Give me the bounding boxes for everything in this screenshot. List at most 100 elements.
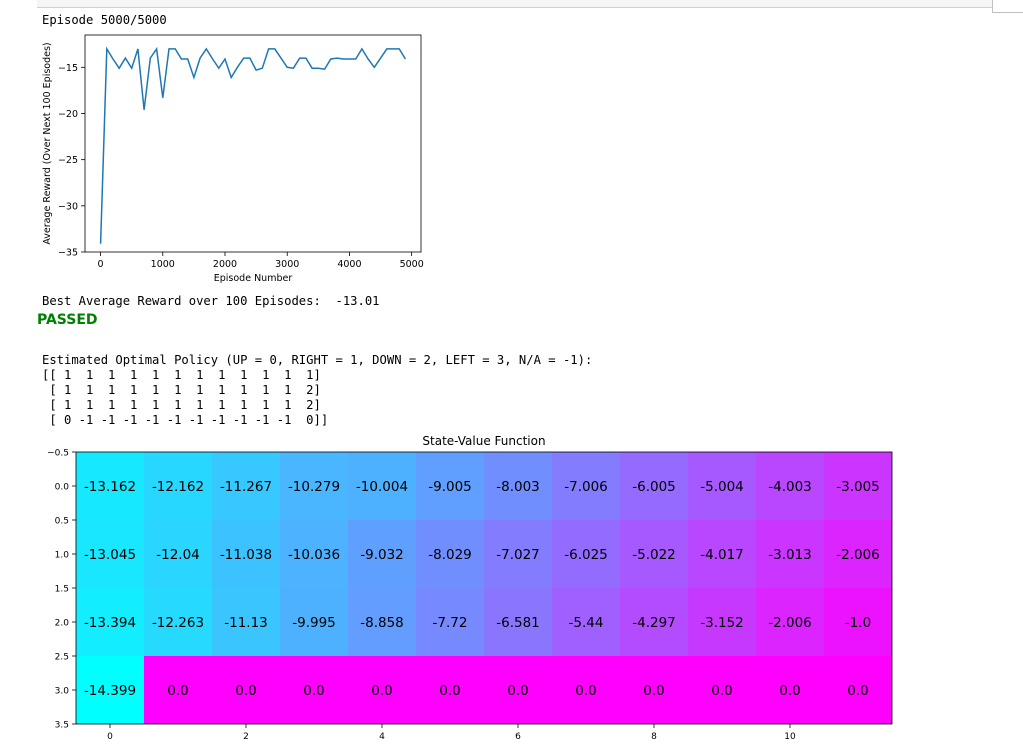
cell-value-label: 0.0 xyxy=(711,683,732,699)
cell-value-label: 0.0 xyxy=(575,683,596,699)
heatmap-cell xyxy=(620,656,688,724)
heatmap-cell xyxy=(824,452,892,520)
cell-value-label: 0.0 xyxy=(507,683,528,699)
cell-value-label: -8.858 xyxy=(360,615,404,631)
cell-value-label: -9.005 xyxy=(428,479,472,495)
policy-row: [ 0 -1 -1 -1 -1 -1 -1 -1 -1 -1 -1 0]] xyxy=(42,413,329,427)
heatmap-cell xyxy=(212,520,280,588)
heatmap-cell xyxy=(76,452,144,520)
y-tick-label: −15 xyxy=(58,63,78,74)
heatmap-cell xyxy=(212,452,280,520)
x-tick-label: 2000 xyxy=(213,259,237,270)
episode-progress-text: Episode 5000/5000 xyxy=(42,13,167,27)
cell-value-label: 0.0 xyxy=(303,683,324,699)
toolbar-corner xyxy=(992,0,1023,13)
cell-value-label: -5.022 xyxy=(632,547,676,563)
cell-value-label: -5.004 xyxy=(700,479,744,495)
cell-value-label: 0.0 xyxy=(371,683,392,699)
cell-value-label: -7.72 xyxy=(433,615,468,631)
cell-value-label: 0.0 xyxy=(235,683,256,699)
heatmap-cell xyxy=(688,520,756,588)
heatmap-cell xyxy=(144,520,212,588)
previous-cell-edge xyxy=(37,0,1023,8)
heatmap-cell xyxy=(484,452,552,520)
policy-header: Estimated Optimal Policy (UP = 0, RIGHT … xyxy=(42,353,593,367)
x-tick-label: 8 xyxy=(651,732,657,742)
x-axis-label: Episode Number xyxy=(214,273,293,284)
cell-value-label: -1.0 xyxy=(845,615,871,631)
cell-value-label: -3.005 xyxy=(836,479,880,495)
policy-row: [[ 1 1 1 1 1 1 1 1 1 1 1 1] xyxy=(42,368,321,382)
heatmap-cell xyxy=(824,656,892,724)
heatmap-cell xyxy=(484,656,552,724)
cell-value-label: -14.399 xyxy=(84,683,136,699)
heatmap-cell xyxy=(280,520,348,588)
heatmap-cell xyxy=(416,520,484,588)
cell-value-label: -11.13 xyxy=(224,615,268,631)
cell-value-label: -10.036 xyxy=(288,547,340,563)
cell-value-label: -6.025 xyxy=(564,547,608,563)
reward-line-chart: 0 1000 2000 3000 4000 5000 −35 −30 −25 −20 −15 Epis… xyxy=(42,34,424,284)
x-tick-label: 1000 xyxy=(151,259,175,270)
heatmap-cell xyxy=(484,520,552,588)
heatmap-cell xyxy=(552,452,620,520)
heatmap-cell xyxy=(144,452,212,520)
y-tick-label: 1.5 xyxy=(55,585,69,595)
heatmap-title: State-Value Function xyxy=(422,434,545,448)
cell-value-label: -9.032 xyxy=(360,547,404,563)
reward-series-line xyxy=(99,46,407,244)
y-tick-label: −20 xyxy=(58,109,78,120)
cell-value-label: -7.006 xyxy=(564,479,608,495)
heatmap-cell xyxy=(688,452,756,520)
y-tick-label: 0.0 xyxy=(55,483,70,493)
heatmap-cell xyxy=(756,520,824,588)
heatmap-cell xyxy=(552,656,620,724)
x-tick-label: 0 xyxy=(98,259,104,270)
cell-value-label: 0.0 xyxy=(167,683,188,699)
heatmap-cell xyxy=(756,452,824,520)
x-tick-label: 4000 xyxy=(337,259,361,270)
y-tick-label: −35 xyxy=(58,248,78,259)
heatmap-cell xyxy=(76,520,144,588)
cell-value-label: -6.005 xyxy=(632,479,676,495)
plot-frame xyxy=(84,34,422,253)
cell-value-label: -2.006 xyxy=(836,547,880,563)
heatmap-cell xyxy=(552,588,620,656)
cell-value-label: -12.04 xyxy=(156,547,200,563)
cell-value-label: -11.038 xyxy=(220,547,272,563)
cell-value-label: -5.44 xyxy=(569,615,604,631)
heatmap-cell xyxy=(348,588,416,656)
heatmap-cell xyxy=(76,656,144,724)
cell-value-label: -11.267 xyxy=(220,479,272,495)
cell-value-label: 0.0 xyxy=(643,683,664,699)
x-tick-label: 6 xyxy=(515,732,521,742)
heatmap-cell xyxy=(552,520,620,588)
y-tick-label: −0.5 xyxy=(47,449,69,459)
cell-value-label: -2.006 xyxy=(768,615,812,631)
cell-value-label: -8.003 xyxy=(496,479,540,495)
heatmap-cell xyxy=(620,588,688,656)
cell-value-label: -12.263 xyxy=(152,615,204,631)
cell-value-label: 0.0 xyxy=(847,683,868,699)
cell-value-label: -4.297 xyxy=(632,615,676,631)
y-tick-label: 3.0 xyxy=(55,687,70,697)
cell-value-label: -12.162 xyxy=(152,479,204,495)
x-tick-label: 2 xyxy=(243,732,249,742)
heatmap-cell xyxy=(416,656,484,724)
cell-value-label: -13.162 xyxy=(84,479,136,495)
cell-value-label: -13.045 xyxy=(84,547,136,563)
heatmap-cell xyxy=(280,588,348,656)
heatmap-cell xyxy=(688,588,756,656)
passed-status: PASSED xyxy=(37,312,98,328)
heatmap-cell xyxy=(756,656,824,724)
heatmap-cell xyxy=(280,452,348,520)
x-tick-label: 10 xyxy=(784,732,796,742)
heatmap-cell xyxy=(76,588,144,656)
heatmap-cell xyxy=(212,588,280,656)
cell-value-label: -10.004 xyxy=(356,479,408,495)
cell-value-label: -3.013 xyxy=(768,547,812,563)
heatmap-cell xyxy=(484,588,552,656)
y-tick-label: 2.0 xyxy=(55,619,70,629)
cell-value-label: 0.0 xyxy=(439,683,460,699)
heatmap-cell xyxy=(280,656,348,724)
